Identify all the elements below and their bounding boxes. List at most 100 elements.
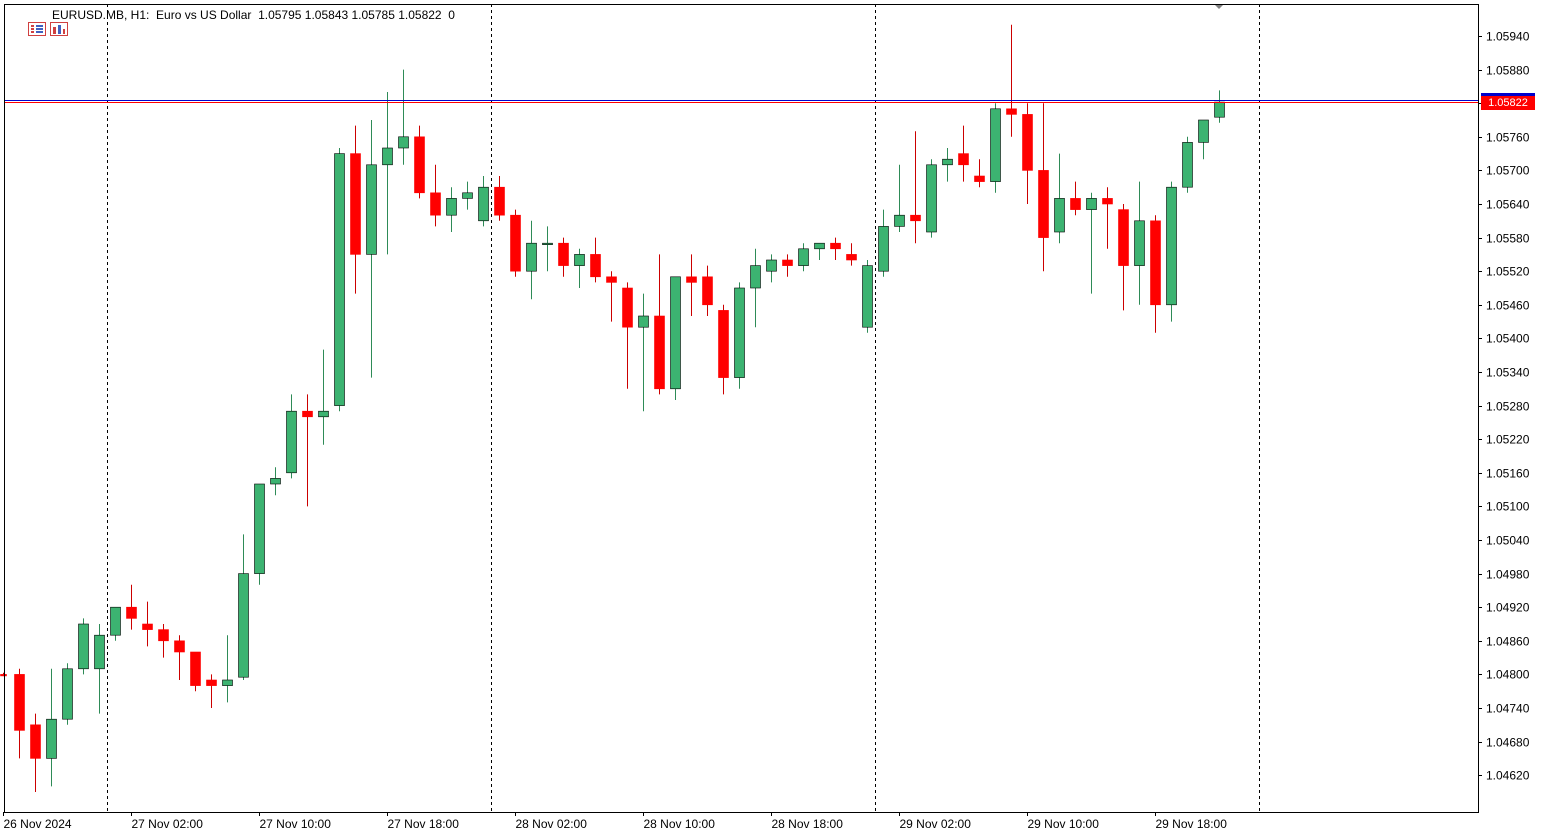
candle-body bbox=[254, 483, 265, 574]
chart-list-icon[interactable] bbox=[8, 8, 47, 36]
candle bbox=[846, 243, 857, 266]
candle bbox=[30, 713, 41, 792]
candle bbox=[1182, 136, 1193, 193]
candle bbox=[1022, 103, 1033, 204]
candle-body bbox=[766, 259, 777, 272]
candle-body bbox=[0, 674, 7, 677]
candle bbox=[830, 237, 841, 260]
y-tick-label: 1.05040 bbox=[1486, 534, 1530, 548]
candle-body bbox=[814, 242, 825, 250]
candle bbox=[558, 237, 569, 277]
candle-body bbox=[1134, 220, 1145, 266]
candle-body bbox=[446, 198, 457, 216]
candle bbox=[734, 282, 745, 389]
candle bbox=[958, 125, 969, 182]
x-tick-label: 28 Nov 18:00 bbox=[772, 817, 844, 831]
candle-body bbox=[1118, 209, 1129, 266]
candle-body bbox=[478, 186, 489, 222]
candle-body bbox=[734, 287, 745, 378]
candle-body bbox=[350, 153, 361, 255]
y-tick-label: 1.04740 bbox=[1486, 702, 1530, 716]
plot-border bbox=[4, 4, 1479, 813]
candle bbox=[654, 254, 665, 395]
candle bbox=[1054, 153, 1065, 244]
x-tick-label: 29 Nov 18:00 bbox=[1156, 817, 1228, 831]
candle bbox=[510, 209, 521, 277]
y-tick-label: 1.04860 bbox=[1486, 635, 1530, 649]
candle bbox=[718, 304, 729, 395]
candle bbox=[302, 394, 313, 507]
candle-body bbox=[206, 679, 217, 686]
candle-body bbox=[398, 136, 409, 149]
candle bbox=[350, 125, 361, 294]
header-extra: 0 bbox=[448, 8, 455, 22]
candle-body bbox=[958, 153, 969, 166]
candle bbox=[766, 254, 777, 283]
candle-body bbox=[494, 186, 505, 216]
candle bbox=[638, 293, 649, 412]
candle bbox=[142, 601, 153, 647]
candle-body bbox=[142, 623, 153, 630]
chart-header: EURUSD.MB, H1: Euro vs US Dollar 1.05795… bbox=[8, 6, 455, 36]
candle-body bbox=[158, 629, 169, 642]
candle-body bbox=[510, 214, 521, 272]
candle-body bbox=[782, 259, 793, 266]
candle bbox=[686, 254, 697, 316]
candle bbox=[414, 125, 425, 199]
candle-body bbox=[1198, 119, 1209, 143]
candle-body bbox=[1070, 198, 1081, 210]
candle bbox=[126, 584, 137, 630]
y-tick-label: 1.04920 bbox=[1486, 601, 1530, 615]
candle bbox=[1118, 204, 1129, 311]
candle-body bbox=[222, 679, 233, 686]
y-tick-label: 1.05340 bbox=[1486, 366, 1530, 380]
y-tick-label: 1.04800 bbox=[1486, 668, 1530, 682]
candle bbox=[1166, 181, 1177, 322]
time-axis[interactable]: 26 Nov 2024 27 Nov 02:00 27 Nov 10:00 27 No… bbox=[3, 812, 1228, 831]
candle bbox=[590, 237, 601, 283]
chart-frame bbox=[4, 4, 1479, 813]
candle bbox=[462, 181, 473, 210]
candle bbox=[782, 254, 793, 277]
candle-body bbox=[1054, 198, 1065, 233]
candle-body bbox=[670, 276, 681, 390]
candle-body bbox=[334, 153, 345, 406]
candle-body bbox=[94, 634, 105, 670]
chart-bars-icon[interactable] bbox=[30, 8, 69, 36]
y-tick-label: 1.05760 bbox=[1486, 131, 1530, 145]
candle bbox=[430, 164, 441, 227]
candle-body bbox=[1150, 220, 1161, 306]
candle bbox=[94, 624, 105, 714]
candle bbox=[750, 248, 761, 328]
candle bbox=[0, 672, 7, 677]
candle bbox=[910, 131, 921, 244]
candle bbox=[78, 618, 89, 675]
x-tick-label: 29 Nov 10:00 bbox=[1028, 817, 1100, 831]
candle bbox=[110, 606, 121, 641]
candle-body bbox=[702, 276, 713, 306]
candle bbox=[622, 282, 633, 389]
candle-body bbox=[414, 136, 425, 194]
candle-body bbox=[1102, 198, 1113, 205]
y-tick-label: 1.04680 bbox=[1486, 736, 1530, 750]
day-separators bbox=[107, 4, 1260, 812]
candle bbox=[238, 534, 249, 680]
y-tick-label: 1.05580 bbox=[1486, 232, 1530, 246]
candle bbox=[270, 467, 281, 496]
candle bbox=[894, 164, 905, 232]
candle-body bbox=[638, 315, 649, 328]
candle-body bbox=[942, 158, 953, 166]
price-axis[interactable]: 1.059401.058801.058201.057601.057001.056… bbox=[1478, 30, 1530, 783]
candle-body bbox=[590, 254, 601, 278]
candle-body bbox=[286, 410, 297, 474]
candle-body bbox=[750, 265, 761, 289]
candle-body bbox=[862, 265, 873, 328]
candle bbox=[494, 176, 505, 221]
candle bbox=[878, 209, 889, 277]
candle bbox=[366, 120, 377, 378]
candle-body bbox=[718, 310, 729, 378]
candle bbox=[190, 651, 201, 692]
candle bbox=[14, 668, 25, 759]
